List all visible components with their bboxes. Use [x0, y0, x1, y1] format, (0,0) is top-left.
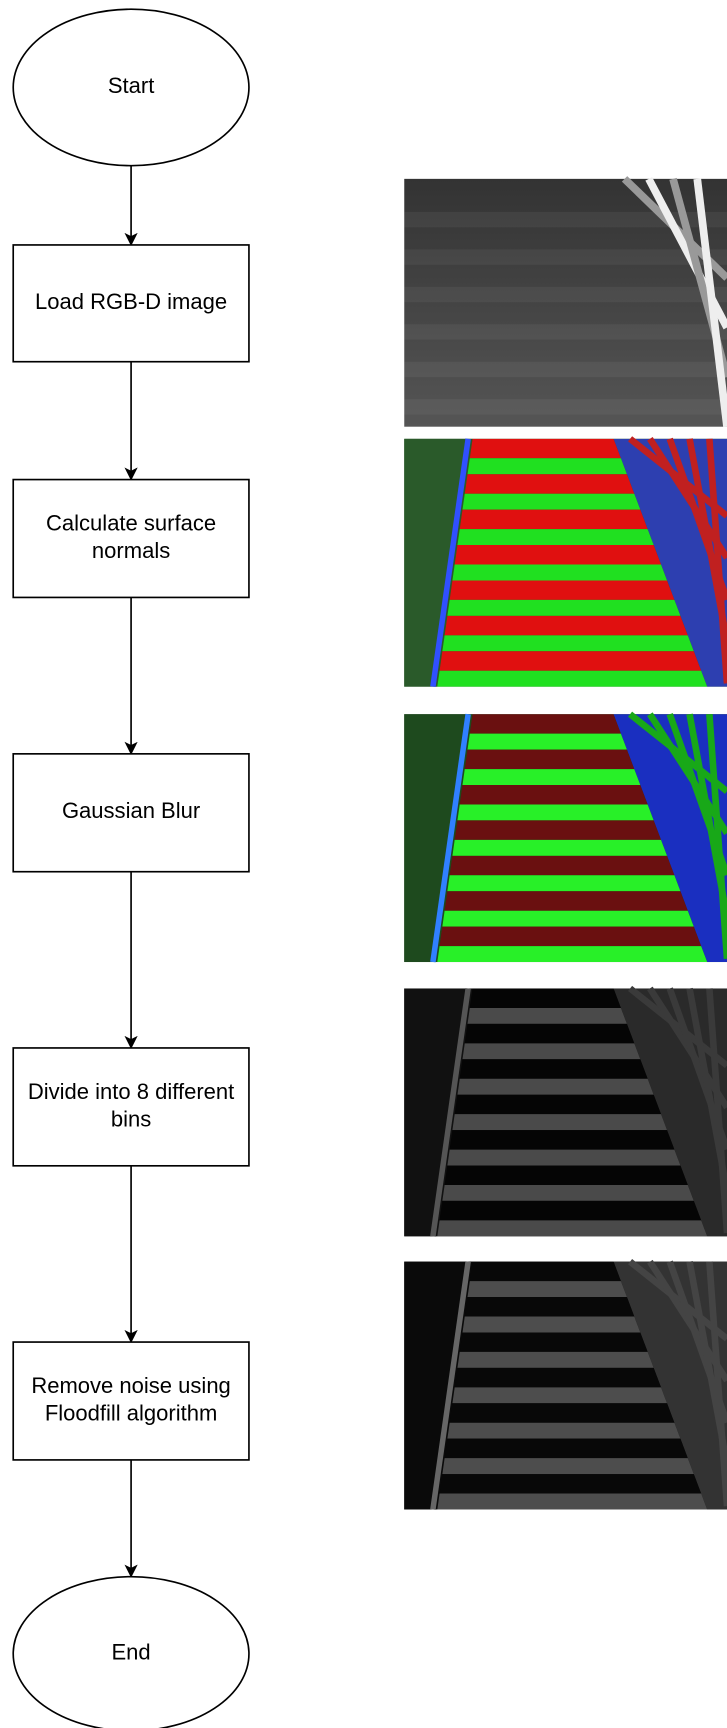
tread [442, 635, 693, 651]
tread [468, 458, 627, 474]
riser [440, 1201, 702, 1220]
riser [440, 651, 702, 670]
depth-band [404, 399, 727, 414]
depth-band [404, 324, 727, 339]
riser [455, 1095, 661, 1114]
tread [462, 1317, 640, 1333]
tread [462, 769, 640, 785]
riser [465, 1024, 635, 1043]
tread [457, 529, 653, 545]
tread [457, 1079, 653, 1095]
result-images [404, 179, 727, 1510]
riser [440, 927, 702, 946]
tread [447, 875, 680, 891]
riser [465, 474, 635, 493]
riser [445, 1439, 688, 1458]
depth-band [404, 249, 727, 264]
tread [437, 1220, 707, 1236]
riser [455, 1368, 661, 1387]
tread [442, 1185, 693, 1201]
riser [450, 856, 675, 875]
riser [460, 510, 648, 529]
node-label: Start [108, 73, 155, 98]
riser [460, 1332, 648, 1351]
tread [447, 1150, 680, 1166]
tread [452, 840, 667, 856]
riser [470, 714, 621, 733]
riser [470, 1262, 621, 1281]
tread [457, 1352, 653, 1368]
tread [462, 494, 640, 510]
riser [465, 1297, 635, 1316]
riser [470, 988, 621, 1007]
riser [445, 616, 688, 635]
depth-band [404, 287, 727, 302]
node-label: End [111, 1640, 150, 1665]
node-label-line: Remove noise using [31, 1373, 230, 1398]
tread [452, 1114, 667, 1130]
tread [457, 804, 653, 820]
riser [460, 785, 648, 804]
tread [452, 1387, 667, 1403]
tread [437, 946, 707, 962]
riser [455, 820, 661, 839]
node-label-line: normals [92, 538, 170, 563]
flowchart-diagram: Start Load RGB-D image Calculate surface… [0, 0, 727, 1728]
tread [442, 911, 693, 927]
tread [462, 1043, 640, 1059]
tread [468, 1281, 627, 1297]
tread [442, 1458, 693, 1474]
tread [437, 1494, 707, 1510]
node-label: Load RGB-D image [35, 289, 227, 314]
riser [465, 750, 635, 769]
riser [450, 580, 675, 599]
depth-band [404, 212, 727, 227]
riser [445, 1166, 688, 1185]
node-label-line: bins [111, 1106, 151, 1131]
riser [470, 439, 621, 458]
tread [437, 671, 707, 687]
riser [450, 1130, 675, 1149]
stair-image [404, 1262, 727, 1510]
tread [447, 600, 680, 616]
stair-image [404, 439, 727, 687]
tread [468, 734, 627, 750]
node-label-line: Divide into 8 different [28, 1079, 234, 1104]
depth-band [404, 362, 727, 377]
node-label-line: Floodfill algorithm [45, 1401, 218, 1426]
tread [468, 1008, 627, 1024]
riser [460, 1059, 648, 1078]
node-label: Gaussian Blur [62, 798, 200, 823]
riser [455, 545, 661, 564]
stair-image [404, 988, 727, 1236]
node-label-line: Calculate surface [46, 511, 216, 536]
riser [450, 1403, 675, 1422]
tread [447, 1423, 680, 1439]
riser [440, 1474, 702, 1493]
depth-image [404, 179, 727, 427]
tread [452, 565, 667, 581]
riser [445, 891, 688, 910]
stair-image [404, 714, 727, 962]
